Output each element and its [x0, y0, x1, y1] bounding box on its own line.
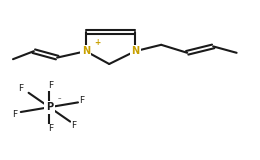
Text: N: N [82, 46, 90, 56]
Text: F: F [18, 84, 23, 93]
Text: F: F [79, 96, 84, 104]
Text: F: F [12, 110, 17, 119]
Text: N: N [131, 46, 139, 56]
Text: F: F [72, 121, 77, 130]
Text: F: F [48, 81, 53, 90]
Text: P: P [46, 102, 53, 112]
Text: F: F [48, 124, 53, 133]
Text: –: – [57, 95, 61, 101]
Text: +: + [94, 38, 101, 47]
